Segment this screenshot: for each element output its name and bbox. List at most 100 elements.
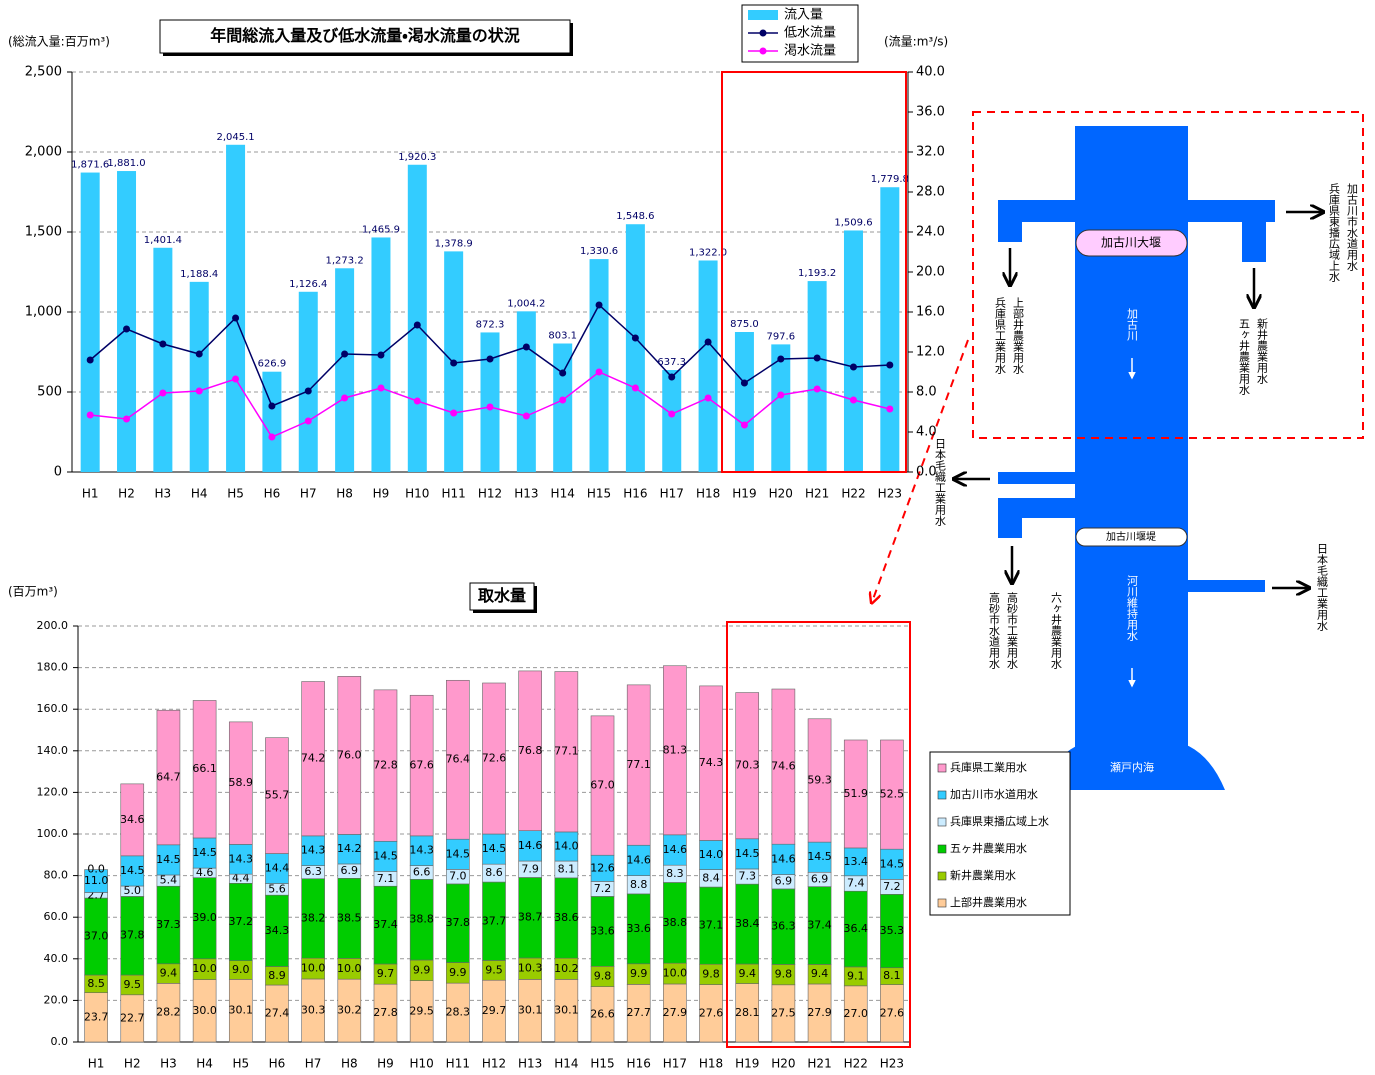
bar-segment: [156, 709, 181, 846]
bar-segment: [337, 676, 362, 835]
river-diagram: 加古川大堰 加古川堰堤 加古川 河川維持用水 瀬戸内海 上部井農業用水 兵庫県工…: [872, 111, 1364, 790]
x-tick-label: H16: [627, 1057, 651, 1071]
y2-tick-label: 40.0: [916, 65, 945, 80]
point: [341, 350, 349, 358]
y-tick-label: 100.0: [37, 827, 69, 840]
data-label: 77.1: [554, 745, 579, 758]
point: [631, 384, 639, 392]
bar: [698, 260, 718, 472]
bar-segment: [554, 671, 579, 833]
x-tick-label: H2: [124, 1057, 141, 1071]
bar: [262, 371, 282, 472]
data-label: 14.5: [735, 847, 760, 860]
data-label: 1,509.6: [834, 217, 872, 228]
data-label: 7.2: [883, 880, 901, 893]
legend-swatch: [937, 817, 947, 827]
x-tick-label: H11: [442, 487, 466, 501]
data-label: 8.1: [883, 969, 901, 982]
x-tick-label: H15: [587, 487, 611, 501]
data-label: 1,871.6: [71, 160, 109, 171]
highlight-box: [721, 71, 907, 473]
point: [341, 394, 349, 402]
point: [559, 369, 567, 377]
bar: [807, 281, 827, 472]
data-label: 10.0: [337, 962, 362, 975]
y2-tick-label: 8.0: [916, 385, 937, 400]
legend-label: 五ヶ井農業用水: [950, 841, 1027, 855]
point: [159, 340, 167, 348]
data-label: 14.5: [120, 864, 145, 877]
bar-segment: [373, 689, 398, 842]
bar: [117, 171, 137, 473]
bar: [335, 268, 355, 472]
x-tick-label: H12: [482, 1057, 506, 1071]
x-tick-label: H9: [377, 1057, 394, 1071]
data-label: 6.3: [304, 865, 322, 878]
data-label: 7.1: [377, 872, 395, 885]
bar: [843, 230, 863, 472]
branch: [998, 222, 1022, 242]
y-tick-label: 0: [54, 465, 62, 480]
x-tick-label: H18: [696, 487, 720, 501]
data-label: 51.9: [843, 787, 868, 800]
point: [86, 411, 94, 419]
data-label: 1,004.2: [507, 298, 545, 309]
branch: [998, 518, 1022, 538]
x-tick-label: H16: [623, 487, 647, 501]
x-tick-label: H18: [699, 1057, 723, 1071]
bar-segment: [735, 692, 760, 840]
data-label: 10.3: [518, 962, 543, 975]
y-tick-label: 40.0: [44, 952, 69, 965]
bar: [189, 281, 209, 472]
legend-swatch: [937, 763, 947, 773]
branch: [998, 472, 1075, 484]
y-axis-label: (百万m³): [8, 585, 58, 599]
x-tick-label: H22: [844, 1057, 868, 1071]
bar-segment: [880, 739, 904, 850]
data-label: 8.9: [268, 969, 286, 982]
data-label: 59.3: [807, 773, 832, 786]
y-tick-label: 200.0: [37, 619, 69, 632]
data-label: 77.1: [626, 758, 651, 771]
data-label: 10.0: [663, 967, 688, 980]
data-label: 74.2: [301, 752, 326, 765]
x-tick-label: H10: [405, 487, 429, 501]
data-label: 0.0: [87, 863, 105, 876]
data-label: 4.6: [196, 866, 214, 879]
data-label: 12.6: [590, 861, 615, 874]
highlight-box: [726, 621, 911, 1048]
y-tick-label: 2,500: [25, 65, 62, 80]
legend-swatch: [759, 29, 767, 37]
data-label: 7.2: [594, 882, 612, 895]
data-label: 14.4: [265, 862, 290, 875]
data-label: 14.5: [880, 857, 905, 870]
point: [668, 373, 676, 381]
data-label: 27.4: [265, 1007, 290, 1020]
data-label: 67.0: [590, 779, 615, 792]
data-label: 14.5: [482, 842, 507, 855]
point: [450, 409, 458, 417]
data-label: 14.5: [156, 853, 181, 866]
intake-label: 日本毛織工業用水: [934, 438, 947, 526]
x-tick-label: H7: [300, 487, 317, 501]
bar: [153, 247, 173, 472]
data-label: 1,779.8: [871, 174, 909, 185]
y2-tick-label: 28.0: [916, 185, 945, 200]
data-label: 14.3: [301, 844, 326, 857]
x-tick-label: H14: [551, 487, 575, 501]
bar-segment: [482, 682, 506, 835]
weir-label: 加古川堰堤: [1106, 530, 1156, 543]
data-label: 38.7: [518, 911, 543, 924]
data-label: 33.6: [590, 924, 615, 937]
bar: [298, 291, 318, 472]
data-label: 1,401.4: [144, 235, 182, 246]
data-label: 74.6: [771, 760, 796, 773]
x-tick-label: H13: [518, 1057, 542, 1071]
data-label: 37.2: [229, 915, 254, 928]
bar: [625, 224, 645, 472]
data-label: 22.7: [120, 1011, 145, 1024]
y-tick-label: 20.0: [44, 993, 69, 1006]
data-label: 2,045.1: [216, 132, 254, 143]
data-label: 30.1: [518, 1004, 543, 1017]
x-tick-label: H6: [269, 1057, 286, 1071]
